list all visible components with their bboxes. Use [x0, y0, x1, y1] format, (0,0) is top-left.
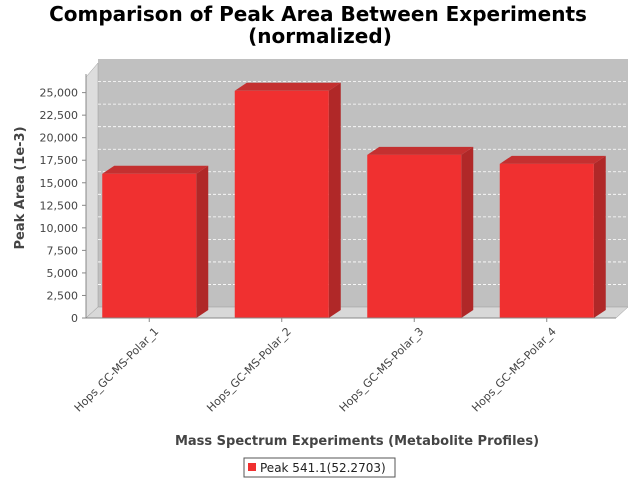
legend-swatch [248, 463, 256, 471]
axes [82, 74, 616, 322]
bar-side [461, 146, 474, 318]
x-tick-label: Hops_GC-MS-Polar_2 [204, 325, 294, 415]
y-tick-label: 22,500 [40, 109, 79, 122]
y-tick-label: 0 [71, 312, 78, 325]
chart-subtitle: (normalized) [248, 24, 392, 48]
bar-front [102, 173, 197, 318]
y-tick-label: 10,000 [40, 222, 79, 235]
bars [102, 82, 606, 318]
y-tick-label: 2,500 [47, 289, 79, 302]
x-tick-label: Hops_GC-MS-Polar_4 [469, 325, 559, 415]
plot-left-wall [85, 62, 99, 319]
y-tick-label: 25,000 [40, 87, 79, 100]
y-tick-label: 17,500 [40, 154, 79, 167]
bar-side [328, 82, 341, 318]
bar-front [499, 163, 594, 318]
y-tick-label: 5,000 [47, 267, 79, 280]
bar [102, 165, 209, 318]
bar [499, 155, 606, 318]
bar-front [367, 154, 462, 318]
bar [234, 82, 341, 318]
x-tick-label: Hops_GC-MS-Polar_1 [72, 325, 162, 415]
bar-top [499, 155, 606, 164]
x-axis-label: Mass Spectrum Experiments (Metabolite Pr… [175, 434, 539, 449]
bar-top [367, 146, 474, 155]
y-tick-labels: 0 2,500 5,000 7,500 10,000 12,500 15,000 17,500… [40, 87, 79, 325]
y-tick-label: 12,500 [40, 199, 79, 212]
bar-front [234, 90, 329, 318]
y-tick-label: 15,000 [40, 177, 79, 190]
x-tick-labels: Hops_GC-MS-Polar_1 Hops_GC-MS-Polar_2 Hops… [72, 325, 559, 415]
y-tick-label: 20,000 [40, 132, 79, 145]
y-tick-label: 7,500 [47, 244, 79, 257]
bar-top [234, 82, 341, 91]
legend-label: Peak 541.1(52.2703) [260, 461, 386, 475]
bar-side [196, 165, 209, 318]
bar-side [593, 155, 606, 318]
x-tick-label: Hops_GC-MS-Polar_3 [337, 325, 427, 415]
legend: Peak 541.1(52.2703) [243, 457, 396, 478]
bar [367, 146, 474, 318]
bar-top [102, 165, 209, 174]
chart-title: Comparison of Peak Area Between Experime… [49, 2, 587, 26]
legend-box [243, 457, 396, 478]
y-axis-label: Peak Area (1e-3) [13, 126, 28, 249]
